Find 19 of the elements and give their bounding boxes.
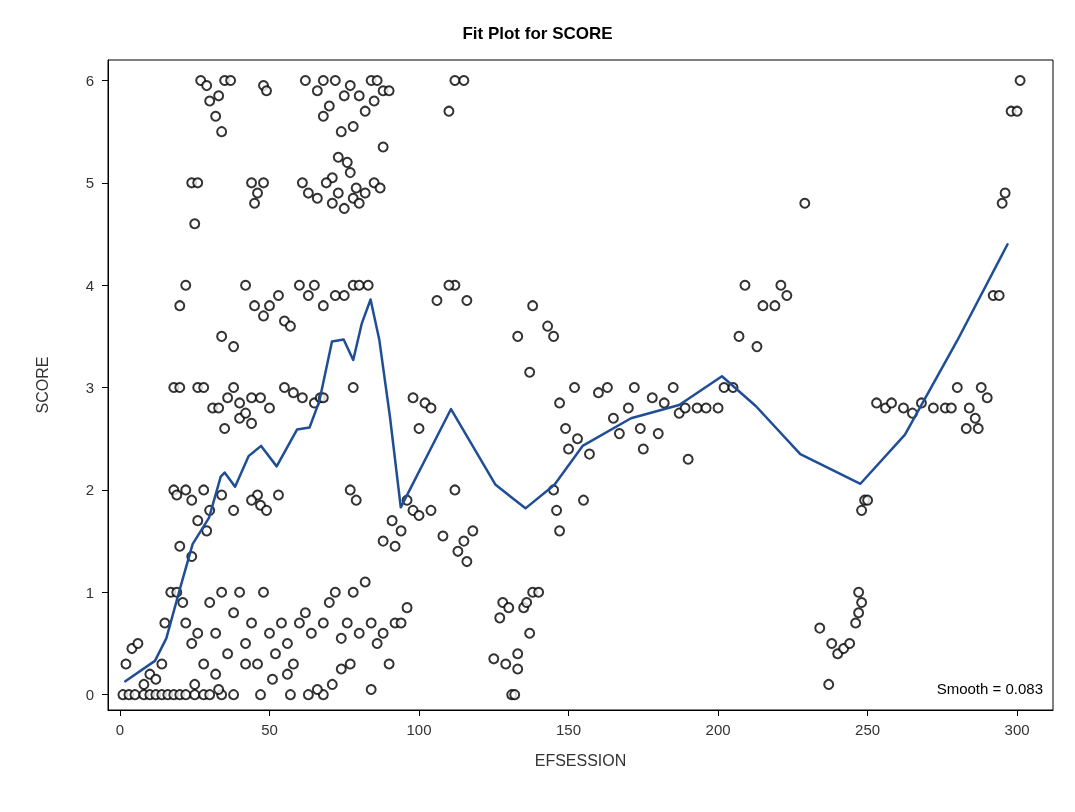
x-tick-label: 0 xyxy=(115,721,125,738)
annotation: Smooth = 0.083 xyxy=(936,680,1043,697)
y-tick-label: 6 xyxy=(85,71,94,89)
x-tick-label: 100 xyxy=(406,721,432,738)
y-tick-label: 1 xyxy=(85,583,94,601)
x-tick-label: 150 xyxy=(556,721,582,738)
y-axis-title: SCORE xyxy=(33,356,51,414)
x-tick-label: 300 xyxy=(1004,721,1030,738)
x-tick-label: 50 xyxy=(261,721,278,738)
y-tick-label: 2 xyxy=(85,481,94,499)
y-tick-label: 5 xyxy=(85,174,94,192)
y-tick-label: 0 xyxy=(85,686,94,704)
chart-title: Fit Plot for SCORE xyxy=(462,24,613,43)
x-tick-label: 200 xyxy=(705,721,731,738)
y-tick-label: 4 xyxy=(85,276,94,294)
y-tick-label: 3 xyxy=(85,379,94,397)
x-tick-label: 250 xyxy=(855,721,881,738)
line-series xyxy=(124,243,1009,683)
x-axis-title: EFSESSION xyxy=(534,751,627,769)
